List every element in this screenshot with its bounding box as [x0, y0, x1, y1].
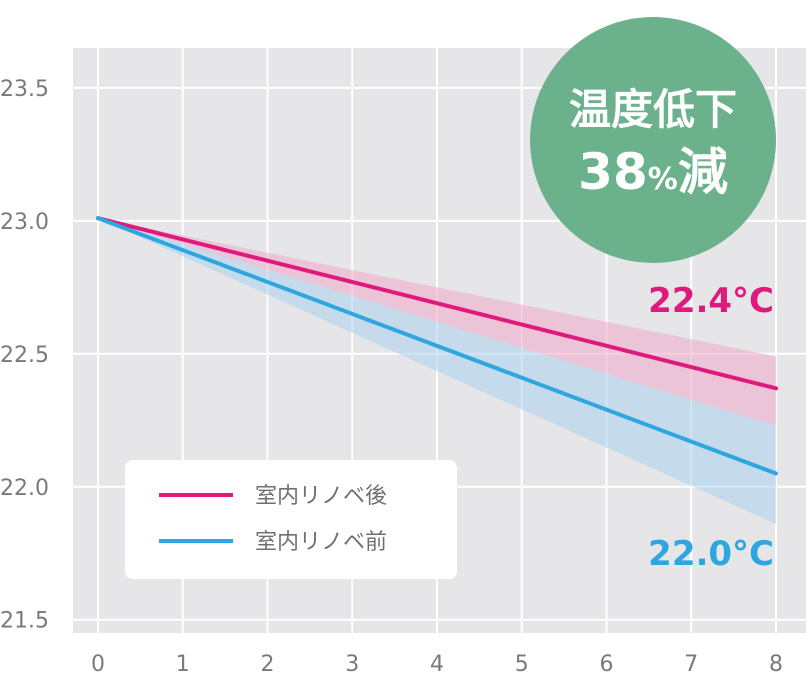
band-1 — [98, 218, 776, 524]
x-tick-label: 7 — [684, 652, 698, 677]
y-axis: 21.5 22.0 22.5 23.0 23.5 — [0, 77, 49, 634]
end-label-before: 22.0°C — [648, 534, 774, 574]
band-0 — [98, 218, 776, 426]
legend-label-after: 室内リノベ後 — [255, 484, 387, 509]
x-axis: 0 1 2 3 4 5 6 7 8 — [91, 652, 783, 677]
legend-box — [125, 460, 457, 579]
x-tick-label: 8 — [769, 652, 783, 677]
end-label-after: 22.4°C — [648, 281, 774, 321]
badge-suffix: 減 — [678, 143, 728, 201]
series-line-0 — [96, 216, 778, 391]
badge-line1: 温度低下 — [569, 85, 737, 134]
x-tick-label: 1 — [176, 652, 190, 677]
y-tick-label: 22.0 — [0, 476, 49, 501]
x-tick-label: 0 — [91, 652, 105, 677]
x-tick-label: 6 — [600, 652, 614, 677]
x-tick-label: 4 — [430, 652, 444, 677]
badge-unit: % — [648, 162, 678, 197]
y-tick-label: 22.5 — [0, 343, 49, 368]
x-tick-label: 2 — [261, 652, 275, 677]
badge-circle — [530, 17, 776, 263]
confidence-bands — [98, 218, 776, 524]
badge-number: 38 — [578, 143, 648, 201]
badge-line2: 38%減 — [578, 143, 728, 201]
x-tick-label: 3 — [345, 652, 359, 677]
reduction-badge: 温度低下 38%減 — [530, 17, 776, 263]
y-tick-label: 21.5 — [0, 609, 49, 634]
y-tick-label: 23.5 — [0, 77, 49, 102]
x-tick-label: 5 — [515, 652, 529, 677]
legend-label-before: 室内リノベ前 — [255, 530, 387, 555]
legend: 室内リノベ後 室内リノベ前 — [125, 460, 457, 579]
y-tick-label: 23.0 — [0, 210, 49, 235]
series-line-1 — [96, 216, 778, 476]
series-lines — [96, 216, 778, 476]
